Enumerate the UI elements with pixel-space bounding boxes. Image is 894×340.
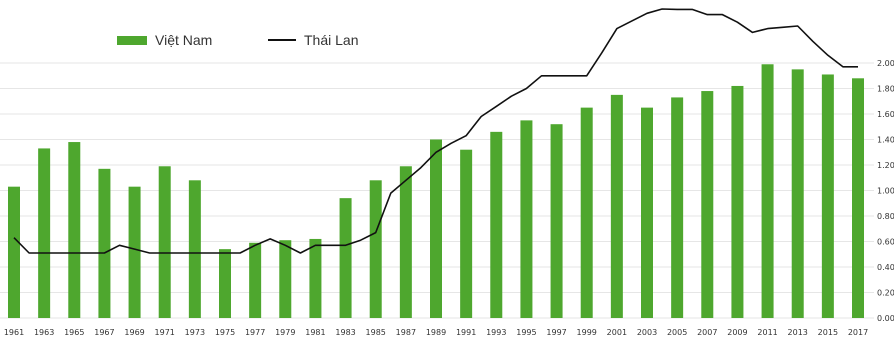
x-tick-label: 1969 bbox=[124, 328, 144, 337]
bar-vietnam-1995 bbox=[520, 120, 533, 318]
bar-vietnam-1993 bbox=[490, 131, 503, 318]
y-tick-label: 1.40 bbox=[877, 136, 894, 145]
x-axis-labels: 1961 1963 1965 1967 1969 1971 1973 1975 1977 1979… bbox=[4, 328, 868, 337]
y-tick-label: 0.40 bbox=[877, 263, 894, 272]
y-tick-label: 2.00 bbox=[877, 59, 894, 68]
x-tick-label: 1997 bbox=[546, 328, 566, 337]
x-tick-label: 1991 bbox=[456, 328, 476, 337]
x-tick-label: 1967 bbox=[94, 328, 114, 337]
bar-vietnam-2011 bbox=[761, 64, 774, 319]
x-tick-label: 1999 bbox=[577, 328, 597, 337]
bar-series bbox=[8, 64, 864, 319]
x-tick-label: 1981 bbox=[305, 328, 325, 337]
legend-bar-swatch bbox=[117, 35, 147, 45]
x-tick-label: 2013 bbox=[788, 328, 808, 337]
legend-line-swatch bbox=[268, 39, 296, 41]
bar-vietnam-1985 bbox=[369, 180, 382, 318]
y-tick-label: 1.60 bbox=[877, 110, 894, 119]
bar-vietnam-1973 bbox=[188, 180, 201, 318]
y-tick-label: 1.00 bbox=[877, 187, 894, 196]
y-tick-label: 0.20 bbox=[877, 289, 894, 298]
y-axis-labels: 0.00 0.20 0.40 0.60 0.80 1.00 1.20 1.40 1.60 1.80… bbox=[877, 59, 894, 323]
x-tick-label: 1985 bbox=[366, 328, 386, 337]
bar-vietnam-1989 bbox=[430, 139, 442, 318]
bar-vietnam-2009 bbox=[731, 85, 744, 318]
x-tick-label: 1973 bbox=[185, 328, 205, 337]
x-tick-label: 1975 bbox=[215, 328, 235, 337]
y-tick-label: 0.60 bbox=[877, 238, 894, 247]
x-tick-label: 2015 bbox=[818, 328, 838, 337]
bar-vietnam-2015 bbox=[821, 74, 834, 318]
x-tick-label: 1965 bbox=[64, 328, 84, 337]
bar-vietnam-2013 bbox=[791, 69, 804, 318]
y-tick-label: 1.80 bbox=[877, 85, 894, 94]
bar-vietnam-1981 bbox=[309, 238, 322, 318]
legend-thailand-label: Thái Lan bbox=[304, 32, 359, 48]
legend-thailand: Thái Lan bbox=[268, 32, 358, 48]
x-tick-label: 1971 bbox=[155, 328, 175, 337]
bar-vietnam-1969 bbox=[128, 186, 141, 318]
y-tick-label: 0.80 bbox=[877, 212, 894, 221]
bar-vietnam-1983 bbox=[339, 198, 352, 318]
bar-vietnam-1971 bbox=[158, 166, 171, 318]
y-tick-label: 1.20 bbox=[877, 161, 894, 170]
bar-vietnam-2003 bbox=[641, 107, 653, 318]
bar-vietnam-2005 bbox=[671, 97, 684, 318]
bar-vietnam-2017 bbox=[852, 78, 864, 318]
bar-vietnam-1975 bbox=[219, 249, 231, 318]
x-tick-label: 2003 bbox=[637, 328, 657, 337]
thailand-line bbox=[13, 8, 858, 254]
legend-vietnam: Việt Nam bbox=[117, 32, 212, 48]
bar-vietnam-1987 bbox=[399, 166, 412, 318]
x-tick-label: 2017 bbox=[848, 328, 868, 337]
x-tick-label: 2011 bbox=[757, 328, 777, 337]
x-tick-label: 1961 bbox=[4, 328, 24, 337]
bar-vietnam-2007 bbox=[701, 91, 714, 318]
x-tick-label: 1989 bbox=[426, 328, 446, 337]
x-tick-label: 1979 bbox=[275, 328, 295, 337]
x-tick-label: 2007 bbox=[697, 328, 717, 337]
bar-vietnam-1965 bbox=[68, 142, 81, 318]
legend-vietnam-label: Việt Nam bbox=[155, 32, 213, 48]
x-tick-label: 2009 bbox=[727, 328, 747, 337]
x-tick-label: 1977 bbox=[245, 328, 265, 337]
bar-vietnam-2001 bbox=[610, 94, 623, 318]
x-tick-label: 2001 bbox=[607, 328, 627, 337]
x-tick-label: 1993 bbox=[486, 328, 506, 337]
x-tick-label: 1983 bbox=[335, 328, 355, 337]
bar-vietnam-1979 bbox=[279, 240, 292, 318]
x-tick-label: 1987 bbox=[396, 328, 416, 337]
bar-vietnam-1961 bbox=[8, 186, 20, 318]
bar-vietnam-1997 bbox=[550, 124, 563, 318]
bar-vietnam-1991 bbox=[460, 149, 473, 318]
bar-vietnam-1967 bbox=[98, 168, 111, 318]
bar-vietnam-1963 bbox=[38, 148, 51, 318]
x-tick-label: 1963 bbox=[34, 328, 54, 337]
bar-vietnam-1977 bbox=[249, 242, 262, 318]
x-tick-label: 2005 bbox=[667, 328, 687, 337]
y-tick-label: 0.00 bbox=[877, 314, 894, 323]
bar-vietnam-1999 bbox=[580, 107, 593, 318]
x-tick-label: 1995 bbox=[516, 328, 536, 337]
